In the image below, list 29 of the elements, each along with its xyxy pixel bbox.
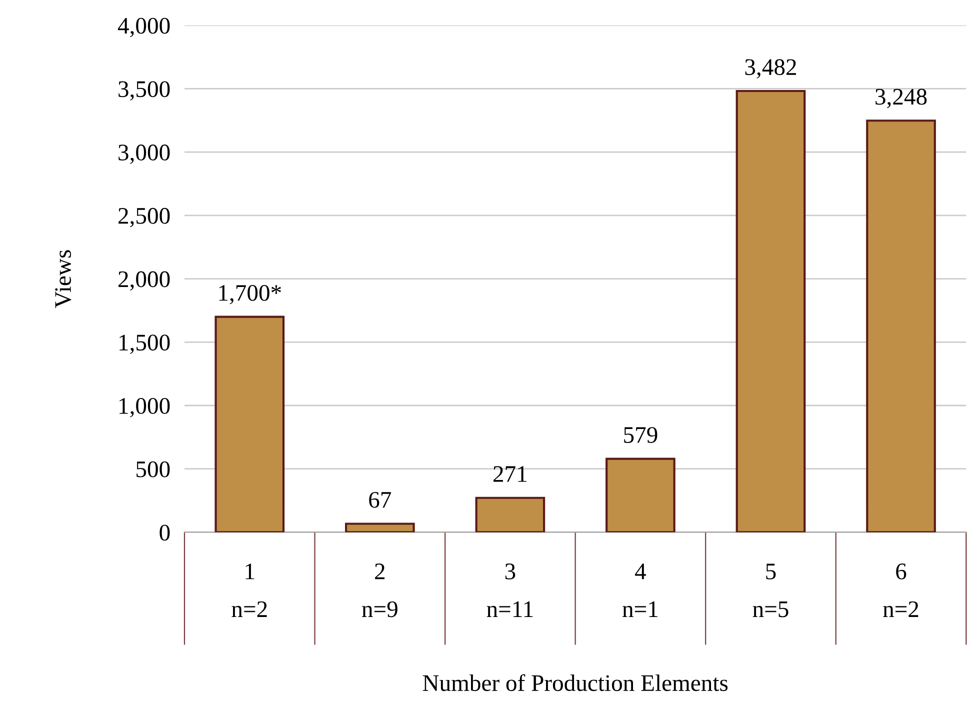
y-tick-label: 1,500 bbox=[120, 334, 170, 354]
data-label: 3,248 bbox=[876, 88, 927, 108]
bar bbox=[606, 458, 676, 532]
data-label: 67 bbox=[369, 492, 392, 508]
bar bbox=[866, 120, 936, 532]
y-tick-label: 2,000 bbox=[118, 271, 170, 291]
data-label: 3,482 bbox=[745, 59, 796, 78]
y-tick-label: 3,500 bbox=[118, 81, 170, 101]
data-label: 579 bbox=[624, 427, 658, 443]
x-tick-label: 3 n=11 bbox=[486, 564, 533, 617]
bar bbox=[475, 496, 546, 532]
y-tick-label: 2,500 bbox=[118, 208, 170, 228]
x-tick-label: 1 n=2 bbox=[232, 564, 267, 617]
y-tick-label: 500 bbox=[136, 461, 170, 478]
x-tick-label: 5 n=5 bbox=[752, 564, 788, 618]
y-tick-label: 0 bbox=[160, 524, 170, 541]
x-tick-label: 6 n=2 bbox=[883, 564, 918, 617]
data-label: 1,700* bbox=[219, 284, 281, 304]
x-axis-title: Number of Production Elements bbox=[422, 674, 728, 692]
bar bbox=[344, 522, 415, 532]
data-label: 271 bbox=[494, 466, 526, 482]
x-tick-label: 4 n=1 bbox=[622, 564, 658, 617]
x-tick-label: 2 n=9 bbox=[362, 564, 398, 618]
bar bbox=[736, 90, 806, 532]
bar bbox=[214, 316, 285, 532]
y-axis-title: Views bbox=[55, 250, 72, 308]
y-tick-label: 3,000 bbox=[118, 144, 170, 164]
y-tick-label: 1,000 bbox=[120, 398, 170, 418]
y-tick-label: 4,000 bbox=[118, 18, 170, 38]
